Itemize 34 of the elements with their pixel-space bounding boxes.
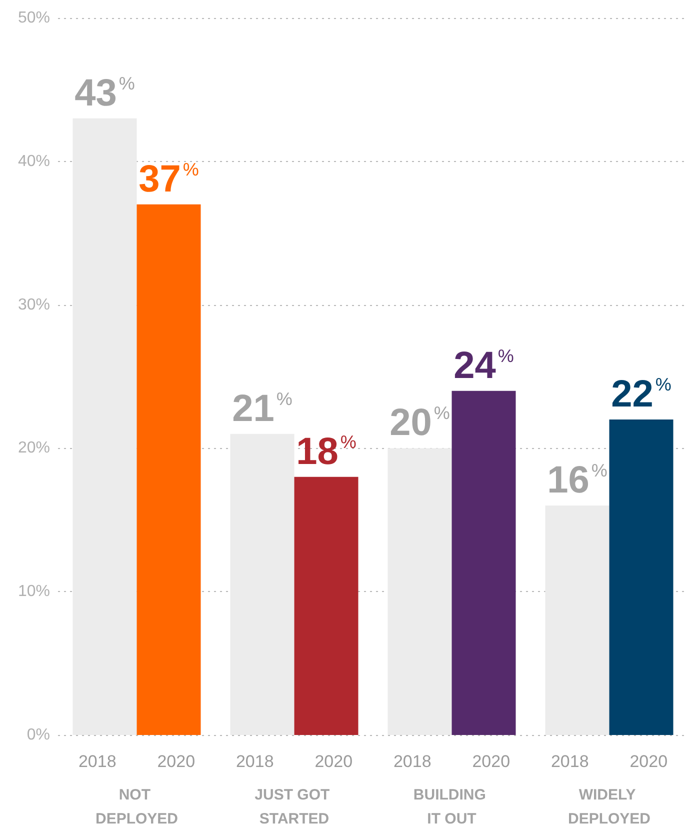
y-tick-label: 20% xyxy=(18,440,50,457)
y-tick-label: 0% xyxy=(26,726,50,744)
data-label: 37% xyxy=(138,158,199,200)
x-tick-label: NOT DEPLOYED xyxy=(95,786,178,828)
text: 2018 xyxy=(393,752,432,771)
bar xyxy=(388,448,452,735)
bar xyxy=(452,390,516,735)
y-tick-label: 30% xyxy=(18,296,50,314)
bar xyxy=(294,476,358,735)
bar xyxy=(609,420,674,735)
data-label: 24% xyxy=(454,344,514,387)
y-tick-label: 50% xyxy=(18,10,50,26)
data-label: 21% xyxy=(232,388,292,430)
text: 2020 xyxy=(630,752,668,771)
data-label: 20% xyxy=(390,402,450,444)
x-tick-label: JUST GOT STARTED xyxy=(254,786,334,828)
bar xyxy=(72,118,137,735)
y-tick-label: 40% xyxy=(18,152,50,170)
x-tick-label: WIDELY DEPLOYED xyxy=(568,786,651,828)
series-label: 2020 xyxy=(157,752,196,771)
data-label: 18% xyxy=(296,430,356,473)
text: 2020 xyxy=(472,752,510,771)
text: 2018 xyxy=(236,752,274,771)
bar xyxy=(136,204,201,735)
x-tick-label: BUILDING IT OUT xyxy=(413,786,490,828)
text: 2018 xyxy=(550,752,589,771)
text: 2020 xyxy=(314,752,353,771)
data-label: 16% xyxy=(547,460,608,502)
data-label: 22% xyxy=(611,374,672,416)
data-label: 43% xyxy=(74,72,135,114)
y-tick-label: 10% xyxy=(18,583,50,600)
bar xyxy=(545,506,610,735)
bar xyxy=(230,434,294,735)
series-label: 2018 xyxy=(78,752,116,771)
